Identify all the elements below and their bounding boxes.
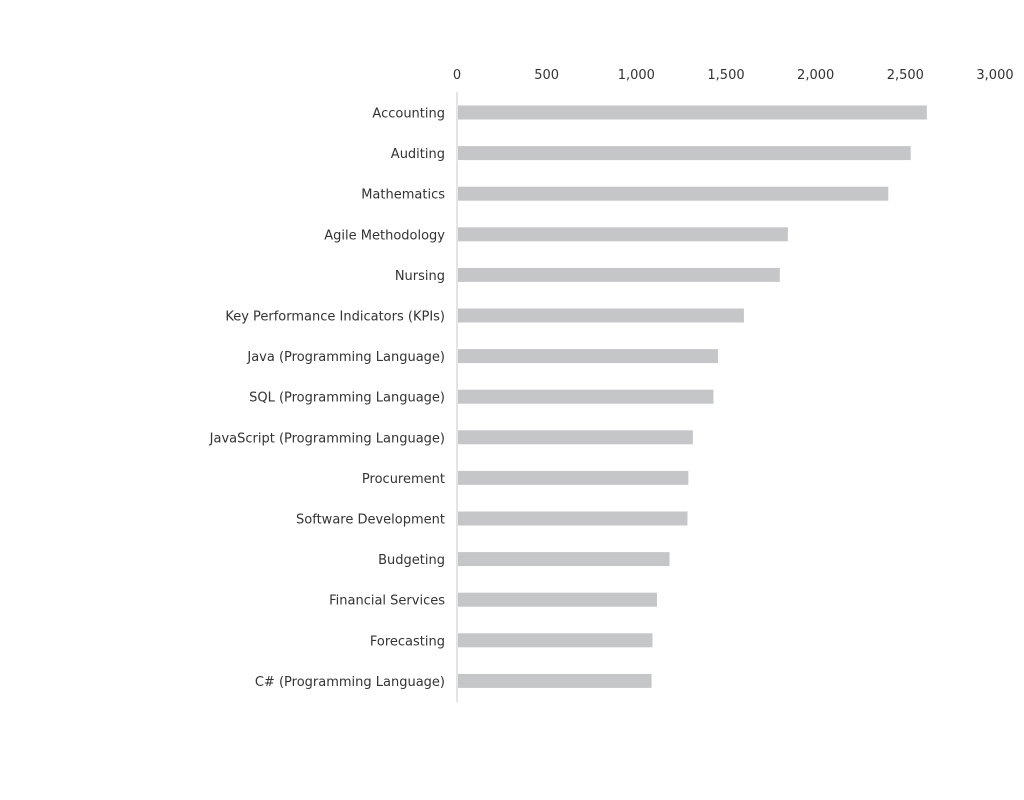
bar <box>458 389 714 404</box>
category-label: Accounting <box>372 107 445 122</box>
bar <box>458 349 718 364</box>
bar <box>458 470 689 485</box>
bar <box>458 308 744 323</box>
category-label: Nursing <box>395 269 445 284</box>
category-label: Auditing <box>391 147 445 162</box>
x-tick-label: 3,000 <box>976 68 1013 83</box>
bar <box>458 227 788 242</box>
category-label: Mathematics <box>361 188 445 203</box>
category-label: Procurement <box>362 472 445 487</box>
bar <box>458 633 653 648</box>
category-label: SQL (Programming Language) <box>249 391 445 406</box>
x-tick-label: 0 <box>453 68 461 83</box>
category-label: Financial Services <box>329 594 445 609</box>
category-label: Key Performance Indicators (KPIs) <box>225 310 445 325</box>
category-label: Forecasting <box>370 634 445 649</box>
x-tick-label: 1,000 <box>618 68 655 83</box>
bar <box>458 552 670 567</box>
category-label: Budgeting <box>378 553 445 568</box>
bar <box>458 592 657 607</box>
x-tick-label: 1,500 <box>707 68 744 83</box>
bar <box>458 267 780 282</box>
category-label: C# (Programming Language) <box>255 675 445 690</box>
category-label: Java (Programming Language) <box>246 350 445 365</box>
x-tick-label: 2,500 <box>887 68 924 83</box>
bar <box>458 673 652 688</box>
bar <box>458 186 889 201</box>
bars <box>458 105 927 688</box>
category-labels: Accounting Auditing Mathematics Agile Metho… <box>209 107 446 690</box>
category-label: Agile Methodology <box>324 228 445 243</box>
bar <box>458 511 688 526</box>
x-tick-label: 2,000 <box>797 68 834 83</box>
bar <box>458 146 911 161</box>
category-label: JavaScript (Programming Language) <box>209 431 445 446</box>
category-label: Software Development <box>296 513 445 528</box>
x-tick-label: 500 <box>534 68 559 83</box>
bar <box>458 430 693 445</box>
bar <box>458 105 927 120</box>
x-axis-ticks: 0 500 1,000 1,500 2,000 2,500 3,000 <box>453 68 1014 83</box>
